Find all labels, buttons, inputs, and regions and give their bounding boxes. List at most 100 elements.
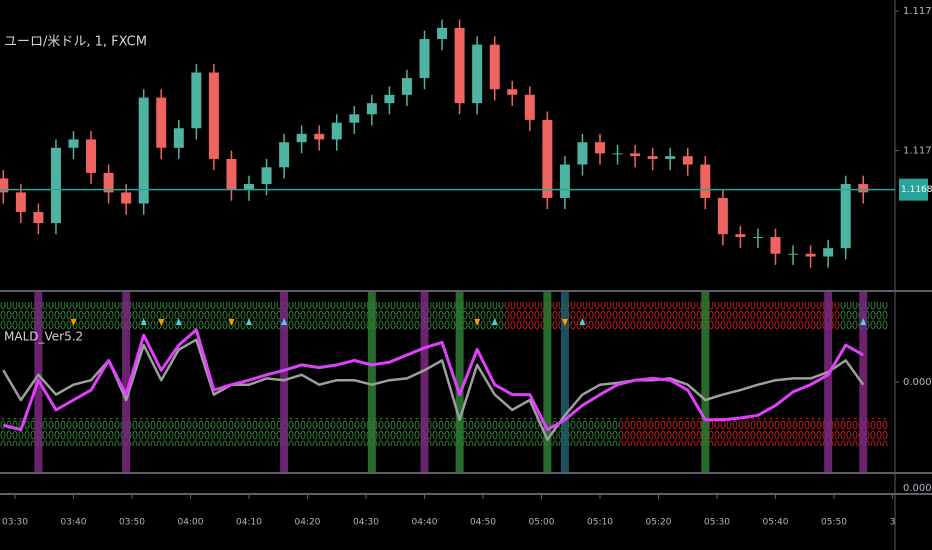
signal-band [455,292,464,472]
indicator-title: MALD_Ver5.2 [4,330,83,344]
candle-body [208,72,219,159]
candle-body [50,147,61,224]
signal-marker [70,319,77,326]
y-tick-label: 0.00000 [903,377,932,388]
candle-body [454,27,465,104]
candle-body [735,234,746,238]
candle-body [700,164,711,198]
candle-body [805,253,816,257]
candle-body [244,184,254,190]
candle-body [840,184,851,249]
signal-marker [246,318,252,325]
candle-body [261,167,272,185]
signal-row [505,302,840,330]
signal-band [122,292,131,472]
candle-body [595,142,605,154]
indicator-line [2,328,864,432]
signal-row [0,418,620,446]
candle-body [156,97,167,148]
signal-marker [561,319,568,326]
signal-marker [491,318,498,325]
candle-body [717,197,728,235]
candle-body [191,72,202,129]
x-tick-label: 05:40 [763,518,789,528]
x-tick-label: 05:00 [529,518,555,528]
x-tick-label: 04:50 [470,518,496,528]
candle-body [437,27,448,40]
candle-body [0,178,9,193]
candle-body [33,211,44,224]
signal-marker [474,319,481,326]
x-tick-label: 03:30 [2,518,28,528]
candle-body [630,153,641,157]
signal-band [560,292,569,472]
candle-body [173,128,184,148]
x-tick-label: 05:30 [704,518,730,528]
candle-body [419,39,430,79]
x-tick-label: 05:10 [587,518,613,528]
candle-body [121,192,132,204]
candle-body [524,94,535,120]
candle-body [349,114,360,123]
signal-marker [579,318,586,325]
candle-body [279,142,290,168]
candle-body [647,156,658,159]
candle-body [103,172,114,193]
x-tick-label: 04:00 [178,518,204,528]
candle-body [86,139,97,173]
candle-body [577,142,588,165]
x-tick-label: 04:20 [295,518,321,528]
signal-band [701,292,710,472]
candle-body [226,158,237,190]
signal-marker [228,319,235,326]
signal-band [543,292,552,472]
x-tick-label: 3 [890,518,896,528]
x-tick-label: 03:40 [61,518,87,528]
signal-marker [158,319,165,326]
candle-body [401,78,412,95]
candle-body [15,192,26,212]
candle-body [858,184,869,193]
candle-body [682,156,693,165]
candle-body [542,119,553,198]
candle-body [612,153,623,155]
candle-body [472,44,483,104]
signal-marker [860,318,867,325]
y-tick-label: 1.11700 [903,146,932,157]
candle-body [366,103,377,115]
sub-pane-tick: 0.00000 [903,483,932,494]
last-price-label: 1.11686 [901,185,932,195]
signal-band [420,292,429,472]
x-tick-label: 05:50 [821,518,847,528]
signal-band [280,292,289,472]
chart-title: ユーロ/米ドル, 1, FXCM [4,35,147,50]
signal-band [824,292,833,472]
candle-body [384,94,395,104]
indicator-line [2,338,865,441]
signal-marker [140,318,147,325]
x-tick-label: 04:30 [353,518,379,528]
x-tick-label: 03:50 [119,518,145,528]
signal-marker [175,318,182,325]
candle-body [138,97,149,204]
candle-body [331,122,342,140]
candle-body [665,156,676,159]
signal-band [367,292,376,472]
last-price-box [899,178,928,201]
candle-body [489,44,500,90]
candle-body [788,253,799,255]
candle-body [752,237,763,239]
candle-body [68,139,79,148]
candle-body [296,133,307,143]
candle-body [770,237,781,254]
y-tick-label: 1.11750 [903,6,932,17]
candle-body [559,164,570,198]
candle-body [507,89,518,95]
x-tick-label: 04:10 [236,518,262,528]
candle-body [314,133,325,140]
x-tick-label: 05:20 [646,518,672,528]
signal-marker [281,318,288,325]
signal-band [859,292,868,472]
